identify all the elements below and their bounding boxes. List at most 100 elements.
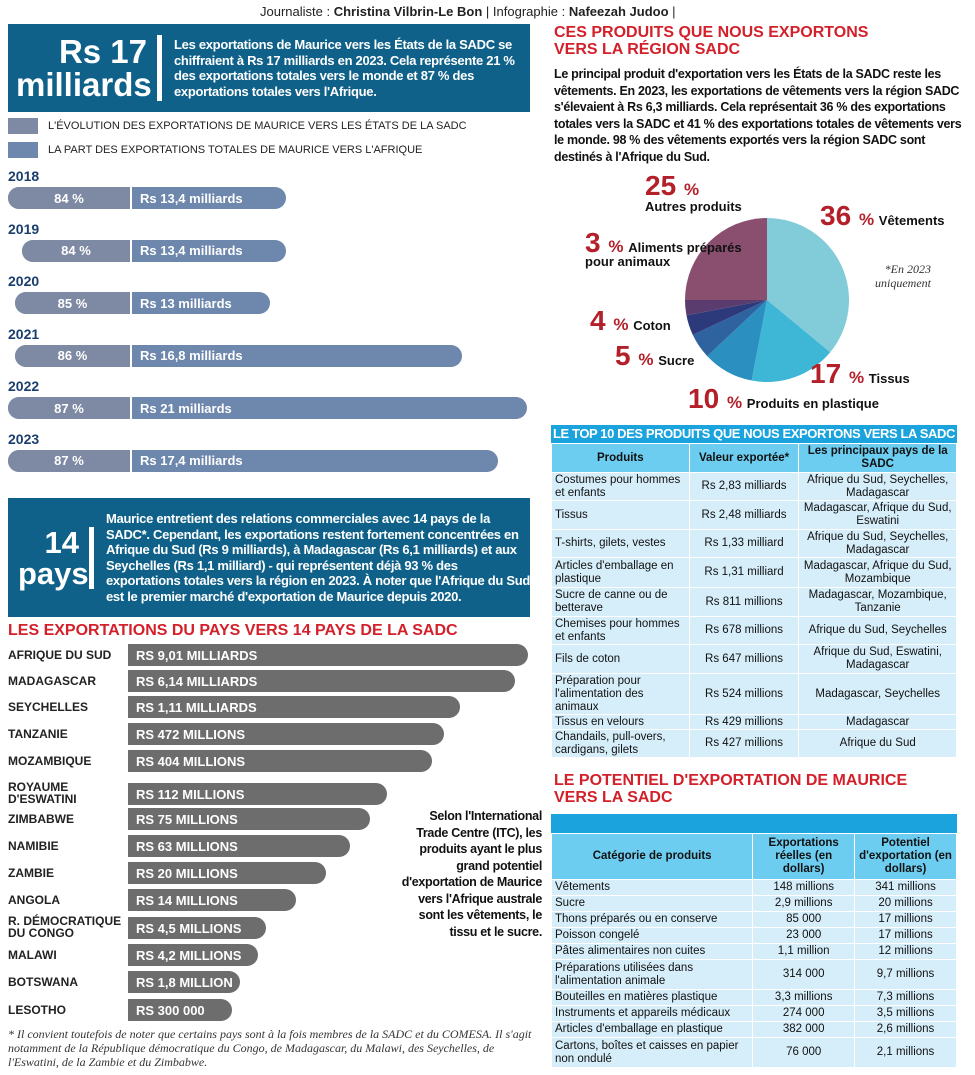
table-cell: Pâtes alimentaires non cuites (550, 943, 754, 960)
table-cell: 341 millions (854, 879, 957, 896)
potential-table: Catégorie de produits Exportations réelle… (550, 833, 957, 1068)
table-cell: Rs 427 millions (688, 729, 800, 758)
summary-box: Rs 17 milliards Les exportations de Mauri… (8, 24, 530, 112)
country-bar: RS 4,2 MILLIONS (128, 944, 258, 966)
table-cell: 2,6 millions (854, 1021, 957, 1038)
table-cell: Costumes pour hommes et enfants (551, 472, 690, 501)
table-cell: 76 000 (752, 1037, 856, 1068)
table-cell: Chemises pour hommes et enfants (551, 616, 690, 645)
top10-title: LE TOP 10 DES PRODUITS QUE NOUS EXPORTON… (551, 425, 957, 443)
credits: Journaliste : Christina Vilbrin-Le Bon |… (260, 4, 676, 19)
footnote: * Il convient toutefois de noter que cer… (8, 1027, 532, 1069)
pie-slice (685, 218, 767, 300)
top10-table: Produits Valeur exportée* Les principaux p… (551, 443, 957, 758)
pie-value: 4 (590, 305, 614, 336)
country-chart-title: LES EXPORTATIONS DU PAYS VERS 14 PAYS DE… (8, 622, 458, 639)
country-label: MADAGASCAR (8, 674, 96, 688)
country-label: MOZAMBIQUE (8, 754, 92, 768)
table-cell: Instruments et appareils médicaux (550, 1005, 754, 1022)
pie-note: *En 2023 uniquement (875, 262, 931, 290)
legend-item: LA PART DES EXPORTATIONS TOTALES DE MAUR… (8, 142, 422, 158)
table-row: Articles d'emballage en plastique 382 000… (550, 1021, 957, 1038)
table-cell: 274 000 (752, 1005, 856, 1022)
separator: | (672, 4, 676, 19)
pie-value: 3 (585, 227, 609, 258)
table-cell: Rs 2,48 milliards (688, 500, 800, 530)
table-row: Sucre de canne ou de betterave Rs 811 mil… (551, 587, 957, 617)
year-label: 2021 (8, 325, 40, 342)
country-bar: RS 20 MILLIONS (128, 862, 326, 884)
pie-value: 25 (645, 170, 684, 201)
country-bar: RS 472 MILLIONS (128, 723, 444, 745)
pie-slice (707, 300, 767, 381)
table-row: Vêtements 148 millions 341 millions (550, 879, 957, 896)
table-row: Préparation pour l'alimentation des anim… (551, 673, 957, 715)
country-label: AFRIQUE DU SUD (8, 648, 112, 662)
year-bar: 87 % Rs 21 milliards (8, 397, 527, 419)
value-label: Rs 13,4 milliards (140, 243, 243, 258)
pie-slice (767, 218, 849, 353)
value-label: Rs 13,4 milliards (140, 190, 243, 206)
table-cell: Afrique du Sud, Seychelles, Madagascar (798, 529, 957, 558)
country-label: MALAWI (8, 948, 57, 962)
column-header: Potentiel d'exportation (en dollars) (854, 833, 957, 880)
summary-headline: Rs 17 milliards (16, 35, 162, 101)
table-cell: Afrique du Sud, Eswatini, Madagascar (798, 644, 957, 674)
country-label: SEYCHELLES (8, 700, 89, 714)
table-cell: 3,5 millions (854, 1005, 957, 1022)
table-cell: 2,9 millions (752, 895, 856, 912)
table-row: Chemises pour hommes et enfants Rs 678 mi… (551, 616, 957, 645)
table-cell: 382 000 (752, 1021, 856, 1038)
table-row: Tissus Rs 2,48 milliards Madagascar, Afriq… (551, 500, 957, 530)
infographic-label: Infographie : (492, 4, 566, 19)
table-cell: Tissus en velours (551, 714, 690, 730)
table-row: Fils de coton Rs 647 millions Afrique du S… (551, 644, 957, 674)
share-label: 86 % (15, 344, 132, 367)
pie-label: 17 % Tissus (810, 358, 910, 390)
table-cell: Madagascar, Afrique du Sud, Mozambique (798, 557, 957, 588)
pie-percent: % (638, 350, 659, 369)
table-cell: Bouteilles en matières plastique (550, 989, 754, 1006)
share-label: 84 % (8, 187, 132, 209)
table-cell: 2,1 millions (854, 1037, 957, 1068)
pie-label: 10 % Produits en plastique (688, 383, 879, 415)
products-paragraph: Le principal produit d'exportation vers … (554, 67, 962, 164)
table-cell: Madagascar, Mozambique, Tanzanie (798, 587, 957, 617)
year-label: 2019 (8, 220, 40, 237)
country-label: LESOTHO (8, 1003, 67, 1017)
pie-percent: % (608, 237, 629, 256)
year-label: 2022 (8, 378, 40, 394)
pie-value: 36 (820, 200, 859, 231)
table-cell: 85 000 (752, 911, 856, 928)
table-cell: Préparations utilisées dans l'alimentati… (550, 959, 754, 990)
table-cell: Rs 1,33 milliard (688, 529, 800, 558)
country-bar: RS 112 MILLIONS (128, 783, 387, 805)
table-cell: Madagascar, Seychelles (798, 673, 957, 715)
country-bar: RS 14 MILLIONS (128, 889, 296, 911)
table-cell: Rs 524 millions (688, 673, 800, 715)
countries-text: Maurice entretient des relations commerc… (106, 511, 531, 604)
products-title: CES PRODUITS QUE NOUS EXPORTONS VERS LA … (554, 24, 869, 58)
share-label: 87 % (8, 397, 132, 419)
column-header: Exportations réelles (en dollars) (752, 833, 856, 880)
country-label: R. DÉMOCRATIQUE DU CONGO (8, 914, 122, 940)
countries-box: 14 pays Maurice entretient des relations … (8, 498, 530, 617)
table-cell: Préparation pour l'alimentation des anim… (551, 673, 690, 715)
column-header: Valeur exportée* (688, 443, 800, 473)
table-cell: 314 000 (752, 959, 856, 990)
table-row: Pâtes alimentaires non cuites 1,1 million… (550, 943, 957, 960)
table-cell: Madagascar, Afrique du Sud, Eswatini (798, 500, 957, 530)
potential-title: LE POTENTIEL D'EXPORTATION DE MAURICE VE… (554, 772, 908, 806)
pie-category: Sucre (658, 353, 695, 368)
table-cell: T-shirts, gilets, vestes (551, 529, 690, 558)
table-row: Chandails, pull-overs, cardigans, gilets… (551, 729, 957, 758)
table-cell: Rs 647 millions (688, 644, 800, 674)
value-label: Rs 21 milliards (140, 400, 232, 416)
country-bar: RS 75 MILLIONS (128, 808, 370, 830)
table-cell: Madagascar (798, 714, 957, 730)
year-bar: 86 % Rs 16,8 milliards (15, 344, 462, 367)
table-row: Thons préparés ou en conserve 85 000 17 mi… (550, 911, 957, 928)
country-label: ROYAUME D'ESWATINI (8, 780, 77, 806)
table-row: Sucre 2,9 millions 20 millions (550, 895, 957, 912)
